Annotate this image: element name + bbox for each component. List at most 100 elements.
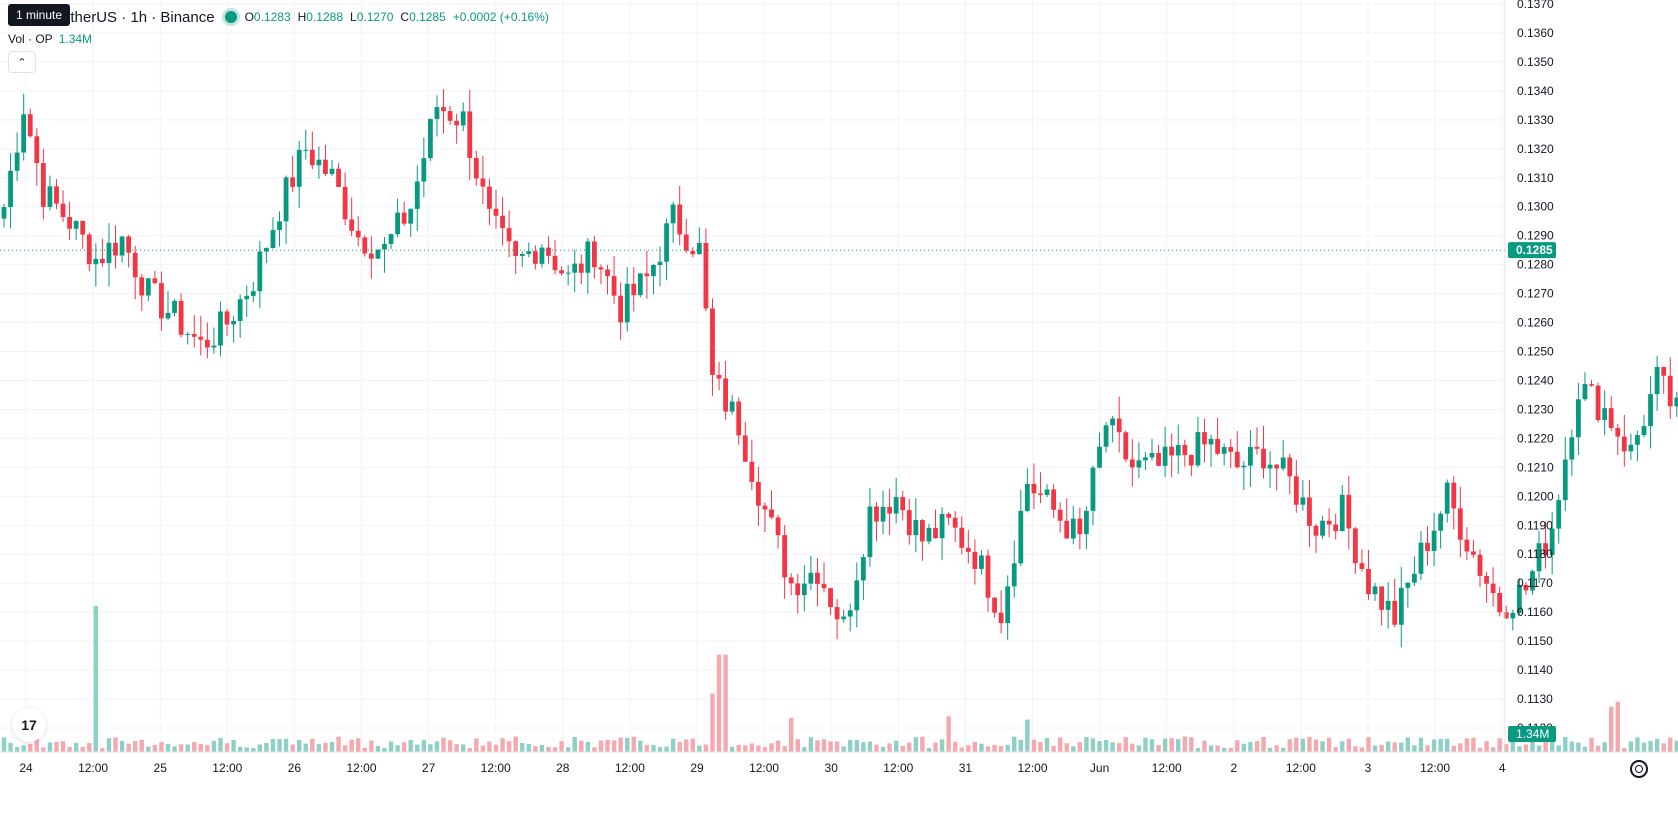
candle-body: [834, 607, 840, 620]
volume-bar: [854, 740, 859, 752]
gear-icon[interactable]: [1630, 760, 1648, 778]
candle-body: [933, 527, 938, 539]
volume-bar: [1628, 741, 1634, 752]
candle-body: [920, 519, 925, 542]
candle-body: [742, 435, 748, 462]
volume-bar: [1235, 740, 1240, 752]
x-tick-label: 12:00: [749, 761, 779, 775]
volume-bar: [28, 743, 33, 752]
volume-bar: [880, 746, 886, 752]
volume-bar: [21, 745, 26, 752]
last-price-badge: [1508, 242, 1556, 259]
volume-bar: [506, 741, 512, 752]
volume-label: Vol · OP: [8, 32, 53, 46]
volume-legend[interactable]: Vol · OP 1.34M: [8, 32, 92, 46]
volume-bar: [1484, 741, 1489, 752]
volume-bar: [1090, 738, 1096, 752]
volume-value: 1.34M: [58, 32, 93, 46]
candle-body: [1188, 454, 1194, 466]
candle-body: [775, 517, 781, 536]
volume-bar: [1589, 737, 1594, 752]
volume-bar: [231, 740, 236, 752]
volume-bar: [605, 739, 610, 752]
volume-bar: [224, 743, 230, 752]
candle-body: [388, 234, 394, 244]
volume-bar: [1123, 737, 1128, 752]
candle-body: [1569, 437, 1575, 460]
candle-body: [1057, 509, 1063, 521]
candle-body: [1208, 438, 1214, 445]
candle-body: [769, 509, 774, 518]
candle-body: [316, 159, 322, 166]
volume-bar: [106, 738, 112, 752]
candle-body: [27, 114, 33, 137]
volume-bar: [1195, 748, 1201, 752]
volume-bar: [1300, 738, 1306, 752]
volume-bar: [493, 744, 499, 752]
volume-bar: [782, 746, 787, 752]
candle-body: [716, 374, 722, 379]
volume-bar: [329, 742, 335, 752]
candle-body: [874, 506, 879, 522]
candle-body: [644, 273, 650, 277]
candle-body: [782, 535, 788, 578]
x-tick-label: 2: [1230, 761, 1237, 775]
candle-body: [1510, 612, 1516, 619]
volume-bar: [257, 744, 263, 752]
volume-bar: [1431, 739, 1437, 752]
candle-body: [637, 273, 643, 296]
candle-body: [1635, 435, 1640, 445]
candle-body: [1254, 446, 1260, 449]
volume-bar: [1018, 739, 1023, 752]
volume-bar: [834, 741, 840, 752]
volume-bar: [1353, 746, 1358, 752]
volume-bar: [913, 737, 919, 752]
candle-body: [867, 506, 873, 558]
candle-body: [1182, 445, 1188, 455]
volume-bar: [677, 741, 682, 752]
candle-body: [788, 577, 794, 584]
candle-body: [1549, 528, 1555, 555]
volume-bar: [1530, 738, 1535, 752]
candle-body: [8, 170, 13, 208]
candle-body: [611, 276, 617, 296]
tradingview-logo-icon[interactable]: 17: [12, 708, 46, 742]
volume-bar: [1162, 738, 1168, 752]
candle-body: [1038, 493, 1043, 495]
volume-bar: [933, 742, 938, 752]
volume-bar: [1458, 743, 1463, 752]
volume-bar: [165, 743, 171, 752]
volume-bar: [1084, 737, 1089, 752]
candle-body: [231, 320, 236, 325]
candle-body: [664, 223, 669, 262]
volume-bar: [526, 743, 531, 752]
volume-bar: [1523, 744, 1529, 752]
y-tick-label: 0.1140: [1517, 663, 1553, 677]
candle-body: [257, 251, 263, 292]
candle-body: [362, 237, 368, 254]
x-tick-label: 3: [1365, 761, 1372, 775]
volume-bar: [1143, 737, 1148, 752]
candle-body: [1064, 520, 1070, 539]
candle-body: [264, 248, 269, 252]
candle-body: [1261, 448, 1266, 469]
candle-body: [965, 547, 971, 552]
volume-bar: [369, 740, 374, 752]
candle-body: [67, 217, 72, 229]
candle-body: [1123, 432, 1129, 460]
volume-bar: [1366, 737, 1371, 752]
candle-body: [1215, 438, 1220, 454]
volume-bar: [841, 746, 846, 752]
candle-body: [106, 242, 112, 263]
volume-bar: [1136, 745, 1142, 752]
symbol-title[interactable]: etherUS · 1h · Binance: [62, 8, 215, 26]
collapse-legend-button[interactable]: ⌃: [8, 51, 36, 73]
candle-body: [703, 242, 709, 309]
interval-tooltip: 1 minute: [8, 4, 71, 26]
candle-body: [441, 107, 446, 112]
volume-bar: [1189, 737, 1194, 752]
volume-bar: [185, 744, 190, 752]
volume-bar: [1208, 745, 1214, 752]
